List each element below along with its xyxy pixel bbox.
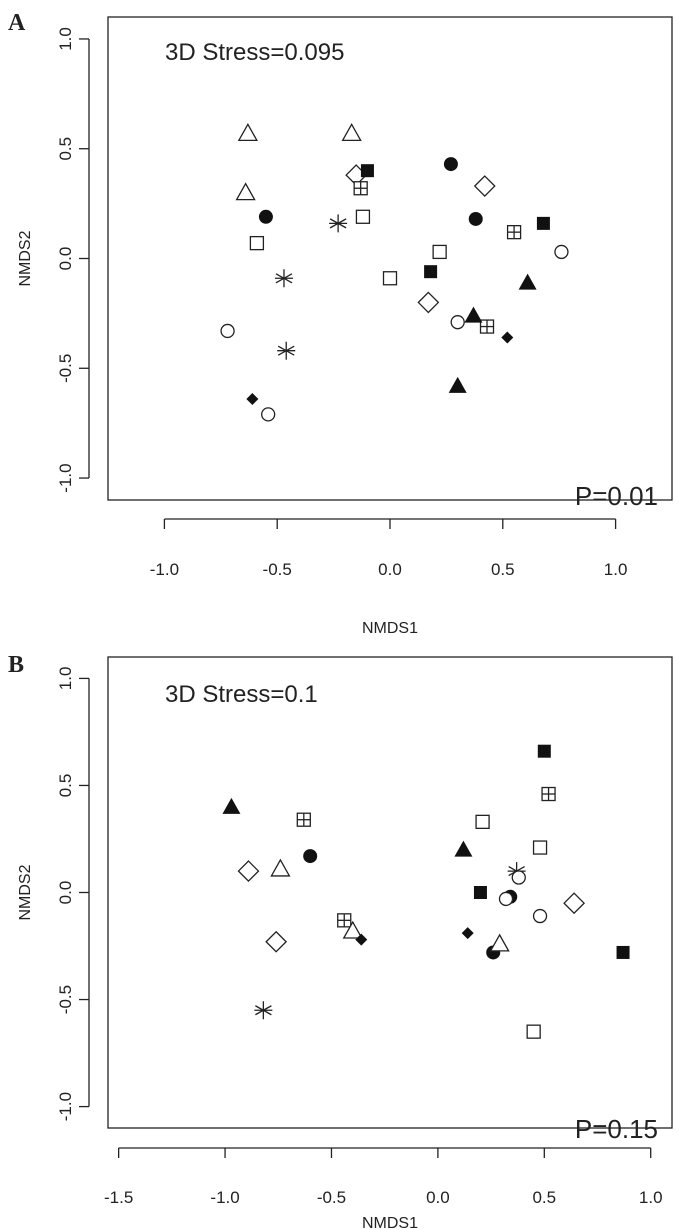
point-square-filled (537, 217, 550, 230)
y-tick-label: 0.5 (56, 774, 75, 798)
point-circle-filled (303, 849, 317, 863)
point-square-cross (542, 788, 555, 801)
point-circle-open (512, 871, 525, 884)
point-asterisk (254, 1001, 272, 1019)
panel-a: A -1.0 -0.5 0.0 0.5 1.0 NMDS1 -1.0 -0.5 0.0 0.5 1.0… (8, 10, 672, 637)
x-axis-title: NMDS1 (362, 620, 418, 637)
point-square-filled (474, 886, 487, 899)
point-square-open (250, 237, 263, 250)
point-triangle-open (343, 124, 361, 140)
p-value-annotation: P=0.15 (575, 1114, 658, 1144)
point-square-cross (338, 914, 351, 927)
y-tick-label: 1.0 (56, 667, 75, 691)
x-tick-label: 1.0 (604, 560, 628, 579)
y-axis-title: NMDS2 (17, 230, 34, 286)
point-square-cross (508, 226, 521, 239)
point-triangle-filled (519, 274, 537, 290)
x-tick-label: -0.5 (263, 560, 292, 579)
point-diamond-open (475, 176, 495, 196)
point-triangle-filled (464, 307, 482, 323)
point-triangle-filled (454, 841, 472, 857)
point-asterisk (275, 269, 293, 287)
x-tick-label: 0.0 (426, 1188, 450, 1207)
point-circle-open (262, 408, 275, 421)
point-circle-filled (469, 212, 483, 226)
point-diamond-open (564, 893, 584, 913)
y-tick-label: -1.0 (56, 1092, 75, 1121)
x-tick-label: 0.5 (532, 1188, 556, 1207)
x-tick-label: -1.0 (210, 1188, 239, 1207)
y-tick-label: 0.0 (56, 881, 75, 905)
point-square-open (527, 1025, 540, 1038)
point-diamond-open (238, 861, 258, 881)
point-square-filled (361, 164, 374, 177)
point-circle-open (555, 245, 568, 258)
point-diamond-filled (501, 332, 513, 344)
point-diamond-filled (246, 393, 258, 405)
y-tick-label: 1.0 (56, 27, 75, 51)
point-square-cross (354, 182, 367, 195)
y-tick-label: 0.0 (56, 247, 75, 271)
point-circle-open (499, 892, 512, 905)
stress-annotation: 3D Stress=0.095 (165, 39, 344, 66)
point-triangle-open (491, 935, 509, 951)
point-triangle-open (237, 184, 255, 200)
point-triangle-filled (449, 377, 467, 393)
p-value-annotation: P=0.01 (575, 481, 658, 511)
plot-frame (108, 17, 672, 500)
x-tick-label: 0.5 (491, 560, 515, 579)
point-square-open (476, 815, 489, 828)
point-square-open (534, 841, 547, 854)
point-diamond-filled (462, 927, 474, 939)
x-tick-label: -0.5 (317, 1188, 346, 1207)
panel-letter: B (8, 652, 24, 678)
y-axis-title: NMDS2 (17, 864, 34, 920)
point-square-cross (481, 320, 494, 333)
panel-letter: A (8, 10, 26, 36)
y-tick-label: -1.0 (56, 463, 75, 492)
stress-annotation: 3D Stress=0.1 (165, 681, 318, 708)
point-triangle-filled (222, 798, 240, 814)
y-tick-label: -0.5 (56, 354, 75, 383)
point-square-open (384, 272, 397, 285)
y-tick-label: -0.5 (56, 985, 75, 1014)
point-square-cross (297, 813, 310, 826)
point-square-open (356, 210, 369, 223)
x-tick-label: -1.0 (150, 560, 179, 579)
point-triangle-open (239, 124, 257, 140)
panel-b: B -1.5 -1.0 -0.5 0.0 0.5 1.0 NMDS1 -1.0 -0.5 0.0 0.… (8, 652, 672, 1230)
x-axis-title: NMDS1 (362, 1215, 418, 1230)
y-tick-label: 0.5 (56, 137, 75, 161)
point-asterisk (277, 342, 295, 360)
point-circle-open (221, 324, 234, 337)
x-tick-label: 0.0 (378, 560, 402, 579)
point-square-filled (424, 265, 437, 278)
point-diamond-open (266, 932, 286, 952)
point-circle-open (534, 910, 547, 923)
point-triangle-open (271, 860, 289, 876)
x-tick-label: 1.0 (639, 1188, 663, 1207)
point-circle-filled (259, 210, 273, 224)
x-tick-label: -1.5 (104, 1188, 133, 1207)
point-square-filled (617, 946, 630, 959)
point-square-open (433, 245, 446, 258)
point-asterisk (329, 214, 347, 232)
point-square-filled (538, 745, 551, 758)
point-diamond-open (418, 292, 438, 312)
point-circle-open (451, 316, 464, 329)
plot-frame (108, 657, 672, 1128)
point-circle-filled (444, 157, 458, 171)
